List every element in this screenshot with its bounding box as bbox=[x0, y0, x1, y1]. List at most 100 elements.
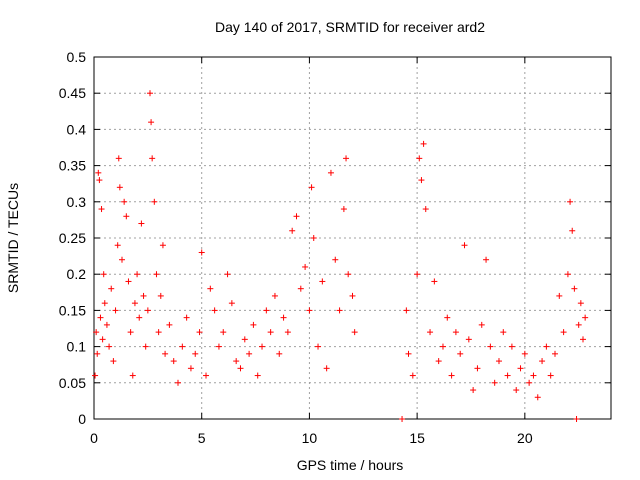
data-point bbox=[491, 379, 498, 386]
data-point bbox=[336, 307, 343, 314]
y-tick-label: 0 bbox=[78, 411, 86, 427]
chart-title: Day 140 of 2017, SRMTID for receiver ard… bbox=[215, 19, 485, 35]
data-point bbox=[465, 336, 472, 343]
data-point bbox=[183, 314, 190, 321]
data-point bbox=[517, 365, 524, 372]
data-point bbox=[416, 155, 423, 162]
data-point bbox=[297, 285, 304, 292]
data-point bbox=[351, 329, 358, 336]
data-points bbox=[92, 90, 589, 422]
data-point bbox=[97, 314, 104, 321]
data-point bbox=[96, 177, 103, 184]
data-point bbox=[138, 220, 145, 227]
data-point bbox=[254, 372, 261, 379]
data-point bbox=[175, 379, 182, 386]
data-point bbox=[110, 358, 117, 365]
data-point bbox=[569, 227, 576, 234]
data-point bbox=[543, 343, 550, 350]
data-point bbox=[284, 329, 291, 336]
grid-lines bbox=[94, 57, 611, 419]
data-point bbox=[414, 271, 421, 278]
data-point bbox=[323, 365, 330, 372]
x-tick-label: 0 bbox=[90, 430, 98, 446]
data-point bbox=[136, 314, 143, 321]
data-point bbox=[151, 198, 158, 205]
data-point bbox=[271, 292, 278, 299]
data-point bbox=[495, 358, 502, 365]
data-point bbox=[306, 307, 313, 314]
data-point bbox=[187, 365, 194, 372]
data-point bbox=[121, 198, 128, 205]
data-point bbox=[470, 387, 477, 394]
data-point bbox=[98, 206, 105, 213]
data-point bbox=[332, 256, 339, 263]
data-point bbox=[211, 307, 218, 314]
data-point bbox=[571, 285, 578, 292]
y-axis-label: SRMTID / TECUs bbox=[5, 183, 21, 293]
data-point bbox=[100, 271, 107, 278]
data-point bbox=[483, 256, 490, 263]
data-point bbox=[452, 329, 459, 336]
data-point bbox=[403, 307, 410, 314]
data-point bbox=[420, 140, 427, 147]
y-tick-label: 0.25 bbox=[59, 230, 86, 246]
data-point bbox=[500, 329, 507, 336]
data-point bbox=[418, 177, 425, 184]
data-point bbox=[228, 300, 235, 307]
data-point bbox=[106, 343, 113, 350]
data-point bbox=[539, 358, 546, 365]
data-point bbox=[198, 249, 205, 256]
data-point bbox=[457, 350, 464, 357]
data-point bbox=[345, 271, 352, 278]
data-point bbox=[196, 329, 203, 336]
data-point bbox=[233, 358, 240, 365]
data-point bbox=[147, 90, 154, 97]
data-point bbox=[280, 314, 287, 321]
data-point bbox=[267, 329, 274, 336]
data-point bbox=[263, 307, 270, 314]
data-point bbox=[327, 169, 334, 176]
data-point bbox=[170, 358, 177, 365]
data-point bbox=[461, 242, 468, 249]
y-tick-label: 0.4 bbox=[67, 121, 87, 137]
data-point bbox=[405, 350, 412, 357]
data-point bbox=[157, 292, 164, 299]
data-point bbox=[319, 278, 326, 285]
data-point bbox=[530, 372, 537, 379]
data-point bbox=[95, 169, 102, 176]
plot-frame bbox=[93, 56, 612, 420]
data-point bbox=[127, 329, 134, 336]
data-point bbox=[215, 343, 222, 350]
data-point bbox=[349, 292, 356, 299]
data-point bbox=[108, 285, 115, 292]
data-point bbox=[224, 271, 231, 278]
data-point bbox=[179, 343, 186, 350]
data-point bbox=[564, 271, 571, 278]
data-point bbox=[129, 372, 136, 379]
data-point bbox=[343, 155, 350, 162]
data-point bbox=[508, 343, 515, 350]
data-point bbox=[114, 242, 121, 249]
data-point bbox=[308, 184, 315, 191]
data-point bbox=[534, 394, 541, 401]
data-point bbox=[162, 350, 169, 357]
data-point bbox=[422, 206, 429, 213]
data-point bbox=[526, 379, 533, 386]
data-point bbox=[246, 350, 253, 357]
y-tick-label: 0.3 bbox=[67, 194, 87, 210]
data-point bbox=[115, 155, 122, 162]
data-point bbox=[259, 343, 266, 350]
data-point bbox=[315, 343, 322, 350]
data-point bbox=[302, 263, 309, 270]
y-tick-label: 0.5 bbox=[67, 49, 87, 65]
x-tick-label: 10 bbox=[302, 430, 318, 446]
y-tick-label: 0.05 bbox=[59, 375, 86, 391]
y-tick-label: 0.1 bbox=[67, 339, 87, 355]
data-point bbox=[293, 213, 300, 220]
data-point bbox=[504, 372, 511, 379]
data-point bbox=[551, 350, 558, 357]
data-point bbox=[220, 329, 227, 336]
data-point bbox=[134, 271, 141, 278]
data-point bbox=[119, 256, 126, 263]
